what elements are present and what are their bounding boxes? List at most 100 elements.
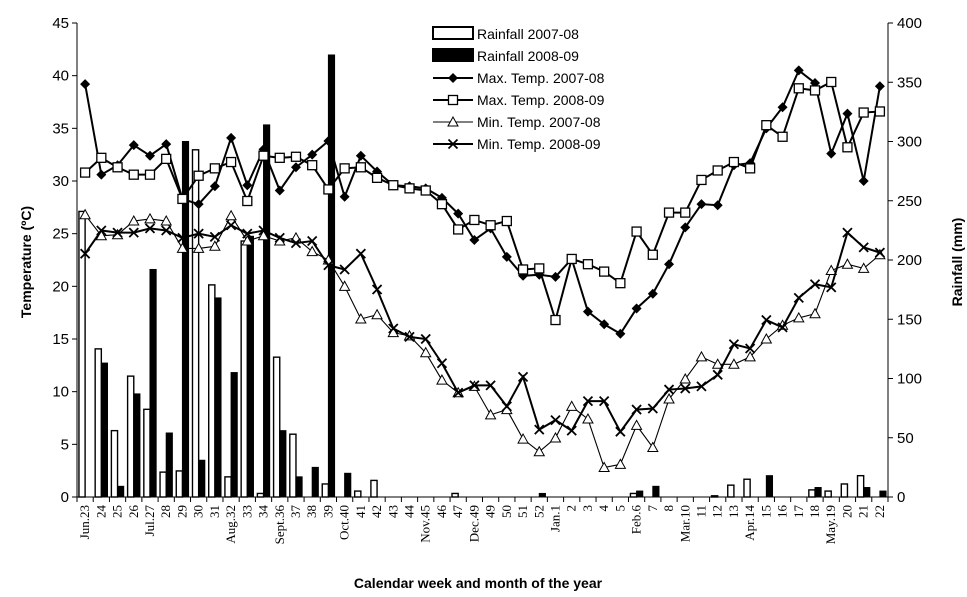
min-temp-2008-09-point [663,384,675,395]
x-tick-label: Jul.27 [142,505,157,537]
legend-label-max-temp-2008-09: Max. Temp. 2008-09 [477,92,605,108]
max-temp-2007-08-point [209,181,220,192]
x-tick-label: 7 [645,505,660,512]
x-tick-label: 4 [596,505,611,512]
min-temp-2008-09-point [436,358,448,369]
y-tick-label: 15 [52,331,69,348]
min-temp-2008-09-point [858,242,869,253]
rainfall-2007-08-bar [727,484,735,498]
rainfall-2007-08-bar [94,348,103,498]
rainfall-2007-08-bar [175,470,184,498]
max-temp-2008-09-point [339,163,350,174]
x-tick-label: 21 [856,505,871,518]
max-temp-2007-08-point [680,222,691,233]
max-temp-2008-09-point [274,152,285,163]
min-temp-2007-08-point [549,431,562,443]
max-temp-2008-09-point [501,215,512,227]
x-tick-label: 22 [872,505,887,518]
x-tick-label: Mar.10 [677,505,692,542]
min-temp-2008-09-point [647,403,658,414]
min-temp-2008-09-point [777,322,788,333]
max-temp-2008-09-point [858,107,869,118]
min-temp-2008-09-point [258,225,269,236]
min-temp-2007-08-point [565,400,578,411]
min-temp-2007-08-point [79,208,91,220]
rainfall-2008-09-bar [263,124,271,498]
y-tick-label: 45 [52,15,69,32]
min-temp-2008-09-point [469,380,480,391]
rainfall-2007-08-bar [126,375,135,498]
x-tick-label: Aug.32 [223,505,238,544]
max-temp-2007-08-point [631,303,642,314]
min-temp-2007-08-point [663,393,675,404]
min-temp-2008-09-point [404,331,415,343]
y-tick-label: 10 [52,384,69,401]
x-tick-label: 46 [434,505,449,519]
rainfall-2008-09-bar [214,297,222,498]
x-tick-label: 51 [515,505,530,518]
max-temp-2008-09-point [436,199,448,210]
min-temp-2008-09-point [371,284,383,295]
y2-tick-label: 150 [897,311,922,328]
min-temp-2008-09-point [453,387,464,398]
x-tick-label: 44 [402,505,417,519]
y2-tick-label: 350 [897,74,922,91]
x-tick-label: 37 [288,505,303,519]
min-temp-2008-09-point [696,381,707,392]
x-tick-label: 17 [791,505,806,519]
x-tick-label: 30 [191,505,206,518]
x-tick-label: 41 [353,505,368,518]
min-temp-2008-09-point [874,247,886,258]
legend-label-max-temp-2007-08: Max. Temp. 2007-08 [477,70,605,86]
max-temp-2007-08-point [161,139,172,150]
x-tick-label: 28 [158,505,173,518]
max-temp-2008-09-point [809,85,821,96]
max-temp-2008-09-point [323,184,334,195]
legend-swatch-rainfall-2008-09 [432,48,474,62]
max-temp-2008-09-point [209,163,221,174]
min-temp-2008-09-point [161,225,172,236]
min-temp-2008-09-point [323,260,334,271]
min-temp-2007-08-point [598,461,610,473]
max-temp-2008-09-point [599,266,610,277]
rainfall-2007-08-bar [224,476,232,498]
min-temp-2007-08-point [695,350,708,362]
max-temp-2008-09-point [517,264,529,275]
rainfall-2008-09-bar [117,485,125,498]
rainfall-2007-08-bar [808,489,816,498]
max-temp-2007-08-point [290,162,301,173]
x-tick-label: 33 [239,505,254,518]
max-temp-2007-08-point [712,200,723,211]
x-tick-label: 16 [775,505,790,519]
min-temp-2008-09-point [599,396,610,407]
max-temp-2007-08-point [501,251,512,262]
min-temp-2007-08-point [371,308,383,320]
legend-label-min-temp-2008-09: Min. Temp. 2008-09 [477,136,601,152]
max-temp-2008-09-point [842,142,853,153]
max-temp-2008-09-point [307,160,318,171]
x-tick-label: 26 [126,505,141,519]
max-temp-2007-08-point [842,108,853,119]
max-temp-2007-08-point [550,271,561,282]
max-temp-2007-08-point [664,259,675,270]
max-temp-2007-08-point [599,319,610,330]
x-tick-label: Sept.36 [272,505,287,545]
min-temp-2008-09-point [534,424,545,435]
x-tick-label: 11 [693,505,708,518]
y-tick-label: 40 [52,68,69,85]
max-temp-2007-08-point [453,208,464,219]
max-temp-2007-08-point [323,135,334,146]
rainfall-2007-08-bar [272,356,281,498]
rainfall-2008-09-bar [636,490,644,498]
rainfall-2007-08-bar [159,471,167,498]
rainfall-2008-09-bar [765,475,774,498]
x-tick-label: Jun.23 [77,505,92,539]
max-temp-2008-09-point [761,120,772,131]
y2-tick-label: 200 [897,252,922,269]
max-temp-2008-09-point [680,207,691,218]
rainfall-2007-08-bar [353,490,362,498]
rainfall-2008-09-bar [198,459,206,498]
x-tick-label: 39 [320,505,335,518]
